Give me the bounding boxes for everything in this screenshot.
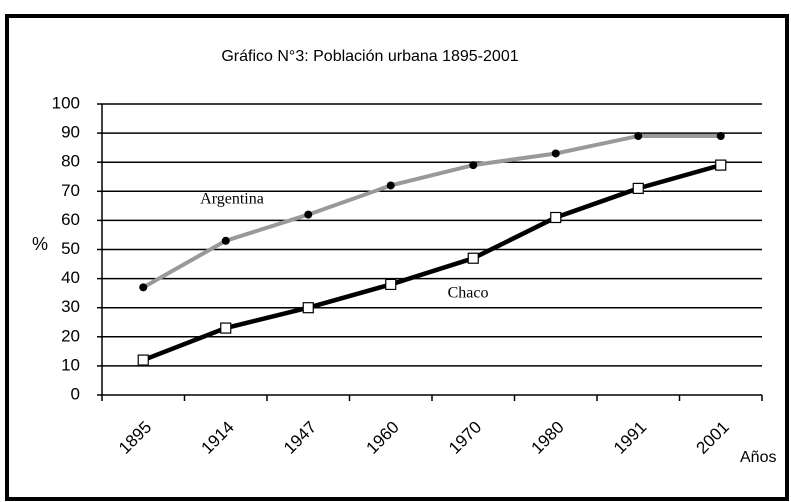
- point: [221, 236, 230, 245]
- y-tick-label: 40: [61, 268, 80, 287]
- series-label: Argentina: [200, 191, 264, 208]
- series-line: [142, 162, 722, 363]
- y-tick-label: 60: [61, 210, 80, 229]
- series-line: [142, 134, 721, 290]
- point: [386, 181, 395, 190]
- point: [385, 278, 397, 291]
- point: [715, 159, 727, 171]
- y-tick-label: 10: [61, 355, 80, 374]
- point: [304, 210, 313, 219]
- point: [632, 182, 644, 194]
- point: [139, 283, 148, 292]
- y-tick-label: 100: [52, 93, 80, 112]
- frame: [5, 14, 789, 501]
- x-axis-label: Años: [740, 449, 776, 466]
- chart-title: Gráfico N°3: Población urbana 1895-2001: [221, 48, 518, 65]
- point: [469, 161, 478, 170]
- point: [302, 302, 314, 314]
- y-tick-label: 20: [61, 326, 80, 345]
- point: [467, 252, 479, 264]
- y-axis-label: %: [32, 234, 48, 254]
- point: [220, 322, 232, 334]
- point: [716, 132, 725, 141]
- y-tick-label: 50: [61, 239, 80, 258]
- y-tick-label: 30: [61, 297, 80, 316]
- y-tick-label: 80: [61, 152, 80, 171]
- y-tick-label: 90: [61, 123, 80, 142]
- y-tick-label: 0: [71, 384, 80, 403]
- point: [550, 211, 562, 224]
- point: [551, 149, 560, 158]
- point: [634, 132, 643, 141]
- series-label: Chaco: [448, 285, 489, 302]
- point: [137, 354, 149, 366]
- y-tick-label: 70: [61, 181, 80, 200]
